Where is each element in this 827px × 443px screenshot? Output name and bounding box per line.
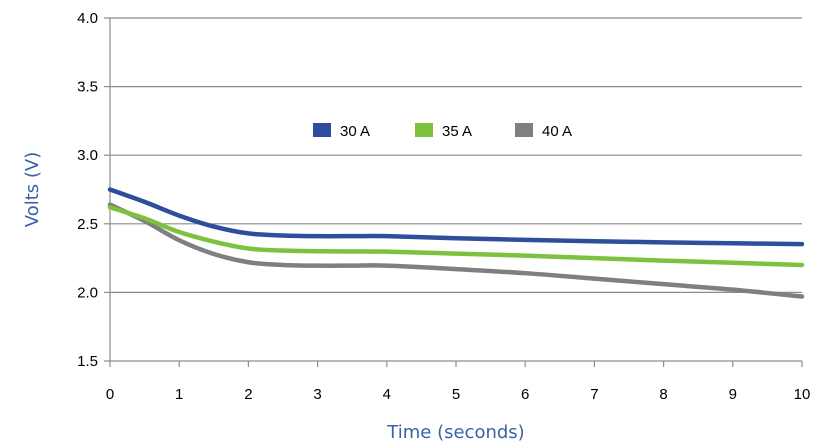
x-tick-label-2: 2 (244, 386, 252, 403)
grid-lines (110, 17, 802, 362)
legend-swatch-0 (313, 123, 331, 137)
legend-swatch-1 (415, 123, 433, 137)
y-tick-label-1: 2.0 (77, 284, 98, 301)
x-tick-label-10: 10 (794, 386, 811, 403)
legend-label-1: 35 A (442, 123, 472, 140)
x-tick-label-1: 1 (175, 386, 183, 403)
x-tick-label-6: 6 (521, 386, 529, 403)
legend-label-0: 30 A (340, 123, 370, 140)
tick-labels: 1.5 2.0 2.5 3.0 3.5 4.0 0 1 2 3 4 5 6 7 8 9 10 (77, 10, 810, 403)
series-line-1 (107, 205, 805, 268)
series-line-0 (107, 187, 805, 247)
y-tick-label-4: 3.5 (77, 79, 98, 96)
x-tick-label-4: 4 (383, 386, 391, 403)
x-tick-label-8: 8 (659, 386, 667, 403)
y-tick-label-3: 3.0 (77, 147, 98, 164)
y-axis-title: Volts (V) (22, 152, 43, 227)
x-tick-label-7: 7 (590, 386, 598, 403)
axes (104, 17, 803, 367)
legend: 30 A 35 A 40 A (313, 123, 572, 140)
y-tick-label-5: 4.0 (77, 10, 98, 27)
x-tick-label-5: 5 (452, 386, 460, 403)
legend-swatch-2 (515, 123, 533, 137)
legend-label-2: 40 A (542, 123, 572, 140)
x-tick-label-3: 3 (313, 386, 321, 403)
x-tick-label-0: 0 (106, 386, 114, 403)
series-lines (107, 187, 805, 299)
y-tick-label-2: 2.5 (77, 216, 98, 233)
x-tick-label-9: 9 (729, 386, 737, 403)
x-axis-title: Time (seconds) (386, 422, 524, 443)
series-line-2 (107, 202, 805, 299)
y-tick-label-0: 1.5 (77, 353, 98, 370)
